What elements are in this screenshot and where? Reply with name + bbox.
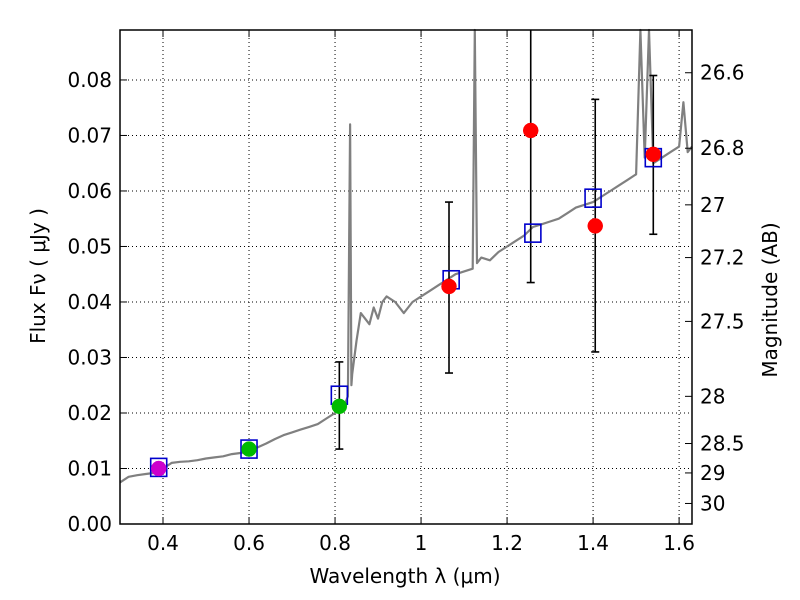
sed-model-line	[119, 28, 693, 484]
x-tick-label: 1.2	[491, 531, 523, 555]
y-tick-label: 0.02	[67, 401, 112, 425]
grid	[120, 30, 692, 524]
x-tick-label: 0.8	[319, 531, 351, 555]
model-photometry-square	[524, 223, 542, 243]
model-photometry-square	[149, 457, 168, 478]
sed-model-layer	[119, 28, 693, 484]
mag-tick-label: 26.6	[700, 61, 745, 85]
y-axis-label: Flux Fν ( μJy )	[26, 208, 50, 344]
mag-tick-label: 27.5	[700, 309, 745, 333]
mag-tick-label: 28	[700, 384, 725, 408]
observed-point	[150, 460, 167, 477]
plot-frame	[119, 29, 693, 525]
model-photometry-layer	[149, 147, 663, 478]
axis-ticks: 0.4 0.6 0.8 1 1.2 1.4 1.6 0.00 0.01 0.02 0.03 0.04 0…	[67, 30, 745, 555]
observed-point	[331, 398, 348, 415]
y2-axis-label: Magnitude (AB)	[758, 222, 782, 377]
y-tick-label: 0.03	[67, 345, 112, 369]
observed-point	[645, 146, 662, 163]
observed-points-layer	[150, 122, 662, 477]
mag-tick-label: 26.8	[700, 136, 745, 160]
x-axis-label: Wavelength λ (μm)	[309, 564, 500, 588]
y-tick-label: 0.08	[67, 68, 112, 92]
x-tick-label: 0.4	[147, 531, 179, 555]
model-photometry-square	[240, 439, 258, 459]
y-tick-label: 0.00	[67, 512, 112, 536]
model-photometry-square	[584, 188, 602, 208]
observed-point	[241, 441, 257, 457]
x-tick-label: 1.4	[577, 531, 609, 555]
y-tick-label: 0.05	[67, 234, 112, 258]
y-tick-label: 0.07	[67, 123, 112, 147]
x-tick-label: 1	[415, 531, 428, 555]
observed-point	[522, 122, 539, 139]
observed-point	[441, 278, 457, 295]
x-tick-label: 0.6	[233, 531, 265, 555]
mag-tick-label: 27.2	[700, 246, 745, 270]
mag-tick-label: 30	[700, 491, 725, 515]
mag-tick-label: 28.5	[700, 432, 745, 456]
y-tick-label: 0.01	[67, 456, 112, 480]
error-bars-layer	[335, 30, 658, 450]
mag-tick-label: 29	[700, 461, 725, 485]
mag-tick-label: 27	[700, 193, 725, 217]
y-tick-label: 0.04	[67, 290, 112, 314]
y-tick-label: 0.06	[67, 179, 112, 203]
x-tick-label: 1.6	[663, 531, 695, 555]
observed-point	[587, 218, 603, 234]
